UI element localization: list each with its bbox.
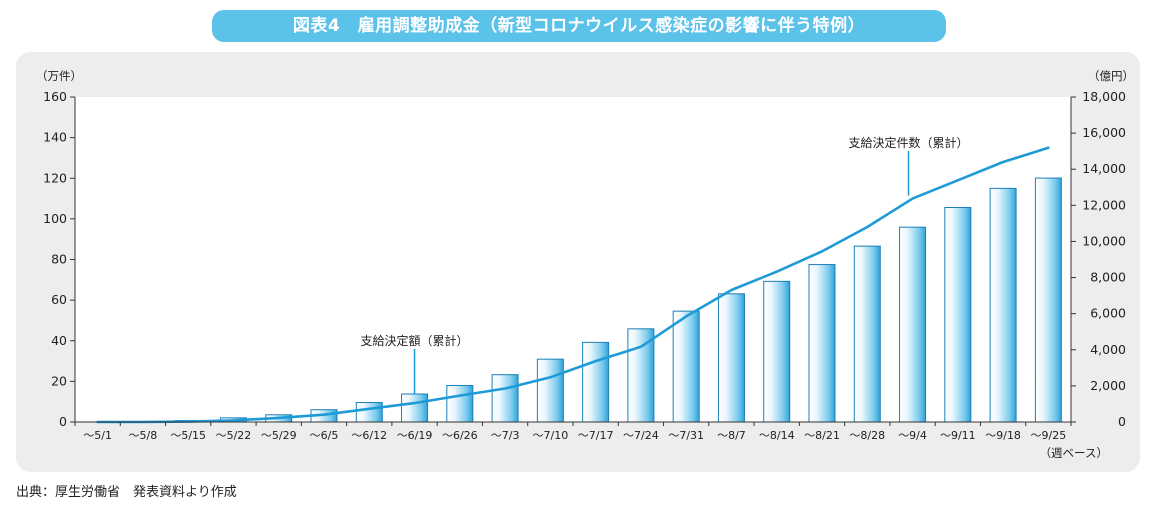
x-tick-label: ～6/5	[310, 429, 339, 442]
x-tick-label: ～6/26	[442, 429, 478, 442]
left-tick-label: 20	[51, 373, 67, 388]
left-tick-label: 160	[43, 89, 67, 104]
right-tick-label: 18,000	[1082, 89, 1126, 104]
x-tick-label: ～9/11	[940, 429, 976, 442]
x-tick-label: ～8/28	[849, 429, 885, 442]
bar-8	[401, 393, 429, 423]
x-tick-label: ～5/15	[170, 429, 206, 442]
bar-12	[582, 341, 610, 423]
x-tick-label: ～8/14	[759, 429, 795, 442]
left-tick-label: 120	[43, 170, 67, 185]
x-tick-label: ～9/25	[1031, 429, 1067, 442]
bar-14	[672, 310, 700, 423]
right-tick-label: 14,000	[1082, 161, 1126, 176]
left-tick-label: 40	[51, 333, 67, 348]
left-tick-label: 0	[59, 414, 67, 429]
x-tick-label: ～5/8	[129, 429, 158, 442]
right-tick-label: 16,000	[1082, 125, 1126, 140]
bar-16	[763, 280, 791, 423]
x-tick-label: ～7/3	[491, 429, 520, 442]
right-axis-unit: （億円）	[1088, 69, 1134, 83]
x-tick-label: ～7/10	[533, 429, 569, 442]
x-tick-label: ～7/31	[668, 429, 704, 442]
x-axis-note: （週ベース）	[1040, 446, 1108, 460]
left-tick-label: 80	[51, 252, 67, 267]
right-tick-label: 2,000	[1090, 378, 1126, 393]
right-tick-label: 10,000	[1082, 233, 1126, 248]
x-tick-label: ～6/19	[397, 429, 433, 442]
bar-21	[989, 187, 1017, 423]
line-series-cases	[96, 146, 1050, 424]
x-tick-label: ～5/29	[261, 429, 297, 442]
right-tick-label: 0	[1118, 414, 1126, 429]
bar-7	[355, 402, 383, 423]
x-tick-label: ～7/24	[623, 429, 659, 442]
x-tick-label: ～9/18	[985, 429, 1021, 442]
left-tick-label: 140	[43, 130, 67, 145]
bar-11	[536, 358, 564, 423]
bar-15	[717, 293, 745, 423]
annotation-cases: 支給決定件数（累計）	[849, 135, 969, 150]
bar-22	[1034, 177, 1062, 423]
right-tick-label: 4,000	[1090, 342, 1126, 357]
right-tick-label: 6,000	[1090, 306, 1126, 321]
source-note: 出典：厚生労働省 発表資料より作成	[16, 485, 237, 500]
bar-18	[853, 245, 881, 423]
bar-17	[808, 264, 836, 423]
bar-9	[446, 385, 474, 423]
chart-title: 図表4 雇用調整助成金（新型コロナウイルス感染症の影響に伴う特例）	[212, 10, 946, 42]
left-tick-label: 60	[51, 292, 67, 307]
left-tick-label: 100	[43, 211, 67, 226]
bar-19	[899, 226, 927, 423]
x-tick-label: ～8/7	[717, 429, 746, 442]
x-tick-label: ～8/21	[804, 429, 840, 442]
bar-20	[944, 207, 972, 423]
x-tick-label: ～6/12	[351, 429, 387, 442]
left-axis-unit: （万件）	[36, 69, 82, 83]
x-tick-label: ～7/17	[578, 429, 614, 442]
right-tick-label: 12,000	[1082, 197, 1126, 212]
x-tick-label: ～9/4	[898, 429, 927, 442]
bar-13	[627, 328, 655, 423]
annotation-amount: 支給決定額（累計）	[361, 333, 469, 348]
x-tick-label: ～5/1	[83, 429, 112, 442]
x-tick-label: ～5/22	[216, 429, 252, 442]
right-tick-label: 8,000	[1090, 270, 1126, 285]
bar-10	[491, 374, 519, 423]
